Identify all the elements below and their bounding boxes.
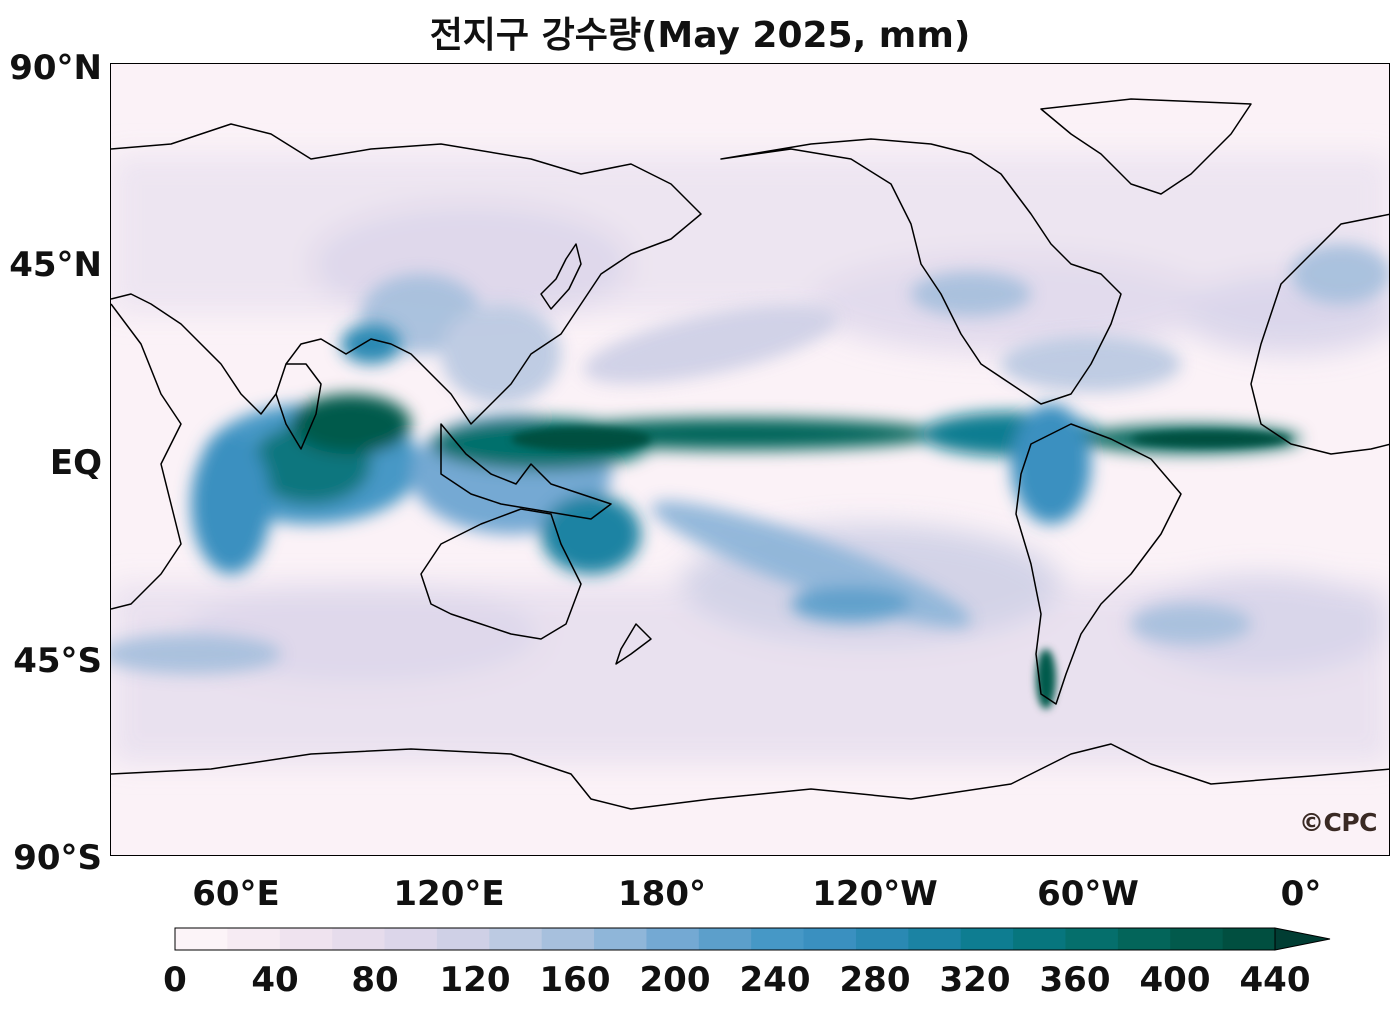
colorbar-tick-label: 40 [251, 960, 299, 1000]
lon-label-120e: 120°E [393, 874, 505, 914]
colorbar-segment [541, 928, 595, 950]
colorbar-segment [332, 928, 386, 950]
lat-label-90s: 90°S [13, 838, 102, 878]
precipitation-field [111, 64, 1389, 855]
lon-label-60w: 60°W [1037, 874, 1139, 914]
colorbar-segment [698, 928, 752, 950]
colorbar-segment [279, 928, 333, 950]
colorbar-segment [855, 928, 909, 950]
colorbar-segment [1117, 928, 1171, 950]
colorbar-segment [751, 928, 805, 950]
colorbar-segment [175, 928, 228, 950]
colorbar-segment [1170, 928, 1224, 950]
colorbar-segment [227, 928, 281, 950]
colorbar-tick-label: 280 [839, 960, 911, 1000]
colorbar-segment [1065, 928, 1119, 950]
colorbar-outline [174, 927, 1275, 951]
lat-label-45n: 45°N [9, 245, 102, 285]
colorbar-segment [908, 928, 962, 950]
lat-label-eq: EQ [49, 443, 102, 483]
colorbar-segment [384, 928, 438, 950]
colorbar [174, 927, 1331, 951]
colorbar-tick-label: 400 [1139, 960, 1211, 1000]
precipitation-map: ©CPC [110, 63, 1390, 856]
colorbar-tick-label: 440 [1239, 960, 1311, 1000]
colorbar-segment [1222, 928, 1276, 950]
colorbar-segment [646, 928, 700, 950]
colorbar-segment [489, 928, 543, 950]
colorbar-tick-label: 80 [351, 960, 399, 1000]
colorbar-segment [960, 928, 1014, 950]
colorbar-segment [436, 928, 490, 950]
lon-label-180: 180° [618, 874, 706, 914]
colorbar-tick-label: 120 [439, 960, 511, 1000]
colorbar-tick-label: 200 [639, 960, 711, 1000]
colorbar-tick-label: 360 [1039, 960, 1111, 1000]
colorbar-extend-arrow [1274, 927, 1331, 951]
cpc-watermark: ©CPC [1298, 808, 1378, 837]
colorbar-tick-label: 0 [163, 960, 187, 1000]
colorbar-segment [594, 928, 647, 950]
lon-label-120w: 120°W [812, 874, 938, 914]
map-title: 전지구 강수량(May 2025, mm) [429, 15, 971, 56]
colorbar-segment [1013, 928, 1066, 950]
colorbar-tick-label: 160 [539, 960, 611, 1000]
colorbar-segment [803, 928, 857, 950]
lon-label-0: 0° [1280, 874, 1322, 914]
lon-label-60e: 60°E [192, 874, 280, 914]
colorbar-tick-label: 320 [939, 960, 1011, 1000]
colorbar-tick-label: 240 [739, 960, 811, 1000]
lat-label-90n: 90°N [9, 48, 102, 88]
lat-label-45s: 45°S [13, 641, 102, 681]
